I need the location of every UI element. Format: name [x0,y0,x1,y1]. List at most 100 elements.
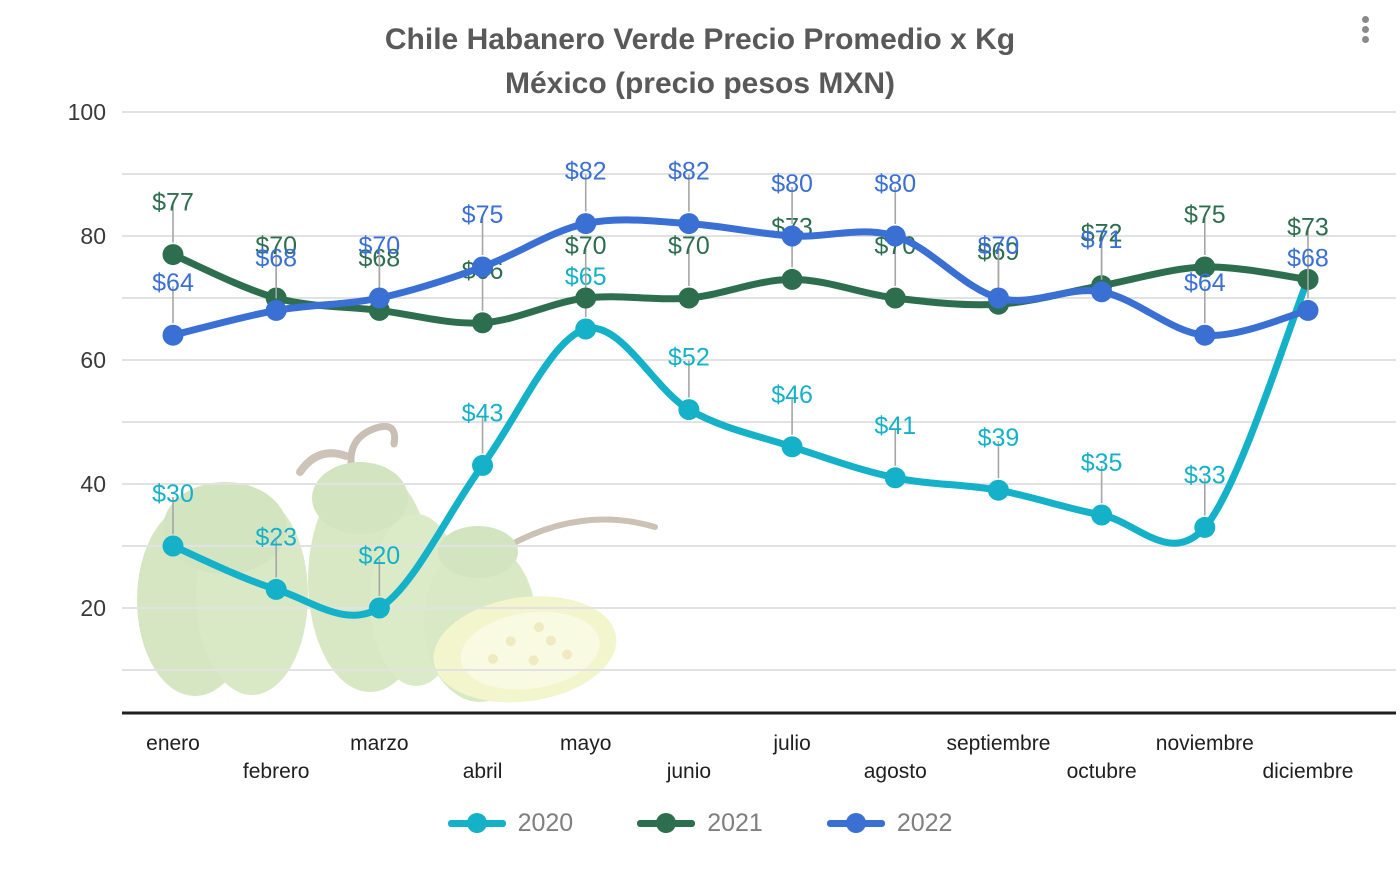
x-tick-febrero: febrero [243,760,310,783]
data-point-2020-junio[interactable] [678,399,700,421]
chart-title-line2: México (precio pesos MXN) [504,67,896,100]
legend-swatch-2021 [637,812,696,834]
data-label-2021-enero: $77 [152,189,194,217]
data-series: $30$23$20$43$65$52$46$41 $39$35 $33$77$70 $… [152,158,1329,619]
data-point-2022-noviembre[interactable] [1194,324,1216,346]
x-tick-julio: julio [772,732,810,755]
legend-label-2022: 2022 [896,808,953,837]
legend-label-2021: 2021 [707,808,763,837]
x-tick-enero: enero [146,732,200,755]
data-label-2022-abril: $75 [462,201,504,229]
data-point-2022-mayo[interactable] [575,213,597,235]
y-tick-40: 40 [80,471,106,497]
data-label-2020-julio: $46 [771,381,813,409]
data-label-2021-febrero: $70 [255,232,297,260]
data-label-2020-junio: $52 [668,344,710,372]
gridlines [122,111,1396,671]
data-point-2020-octubre[interactable] [1091,504,1113,526]
kebab-dot [1361,16,1369,23]
x-tick-junio: junio [666,760,711,783]
chart-title: Chile Habanero Verde Precio Promedio x K… [0,18,1400,106]
data-label-2022-septiembre: $70 [978,232,1020,260]
data-point-2022-marzo[interactable] [368,287,390,309]
data-point-2022-febrero[interactable] [265,299,287,321]
x-tick-noviembre: noviembre [1156,732,1254,755]
data-label-2022-noviembre: $64 [1184,269,1226,297]
data-point-2020-abril[interactable] [472,454,494,476]
data-label-2020-octubre: $35 [1081,449,1123,477]
y-tick-60: 60 [80,347,106,373]
data-point-2021-agosto[interactable] [884,287,906,309]
series-2022: $64$68 $70$75$82 $82 $80 $80$70 $71$64$68 [152,158,1329,346]
data-point-2020-mayo[interactable] [575,318,597,340]
data-point-2021-abril[interactable] [472,312,494,334]
data-label-2022-octubre: $71 [1081,226,1123,254]
data-point-2020-marzo[interactable] [368,597,390,619]
data-label-2021-diciembre: $73 [1287,213,1329,241]
kebab-menu-icon[interactable] [1352,16,1378,60]
data-point-2021-mayo[interactable] [575,287,597,309]
legend-swatch-2022 [826,812,885,834]
data-label-2020-septiembre: $39 [978,424,1020,452]
y-tick-20: 20 [80,595,106,621]
data-label-2020-febrero: $23 [255,523,297,551]
chart-legend: 2020 2021 2022 [0,800,1400,846]
legend-item-2022[interactable]: 2022 [826,808,953,838]
data-point-2021-enero[interactable] [162,244,184,266]
data-point-2022-julio[interactable] [781,225,803,247]
data-point-2020-julio[interactable] [781,436,803,458]
kebab-dot [1361,26,1369,33]
y-tick-100: 100 [68,99,106,125]
data-label-2020-noviembre: $33 [1184,461,1226,489]
data-point-2021-julio[interactable] [781,268,803,290]
data-point-2020-enero[interactable] [162,535,184,557]
series-line-2021[interactable] [169,251,1312,327]
data-label-2022-mayo: $82 [565,158,607,186]
data-label-2021-noviembre: $75 [1184,201,1226,229]
x-tick-diciembre: diciembre [1262,760,1353,783]
data-label-2020-enero: $30 [152,480,194,508]
x-tick-septiembre: septiembre [946,732,1050,755]
x-axis-month-labels: enero febrero marzo abril mayo junio julio agos… [146,732,1353,783]
data-label-2022-agosto: $80 [874,170,916,198]
data-point-2020-septiembre[interactable] [987,479,1009,501]
y-axis-tick-labels: 20 40 60 80 100 [68,99,106,621]
data-point-2022-enero[interactable] [162,324,184,346]
y-tick-80: 80 [80,223,106,249]
data-point-2020-febrero[interactable] [265,578,287,600]
kebab-dot [1361,36,1369,43]
data-point-2020-agosto[interactable] [884,467,906,489]
data-label-2021-junio: $70 [668,232,710,260]
legend-item-2021[interactable]: 2021 [637,809,763,838]
data-label-2022-febrero: $68 [255,244,297,272]
data-point-2020-noviembre[interactable] [1194,516,1216,538]
x-tick-marzo: marzo [350,732,408,755]
series-2020: $30$23$20$43$65$52$46$41 $39$35 $33 [152,263,1319,619]
legend-item-2020[interactable]: 2020 [447,808,574,838]
data-label-2020-abril: $43 [462,399,504,427]
legend-marker [466,813,487,833]
data-label-2020-marzo: $20 [359,542,401,570]
chart-title-line1: Chile Habanero Verde Precio Promedio x K… [384,23,1016,56]
data-point-2022-septiembre[interactable] [987,287,1009,309]
data-point-2022-abril[interactable] [472,256,494,278]
legend-swatch-2020 [447,812,506,834]
data-point-2021-junio[interactable] [678,287,700,309]
data-label-2020-agosto: $41 [874,412,916,440]
data-label-2022-enero: $64 [152,269,194,297]
legend-marker [845,813,866,833]
data-point-2022-octubre[interactable] [1091,281,1113,303]
data-label-2022-julio: $80 [771,170,813,198]
data-point-2022-diciembre[interactable] [1297,299,1319,321]
data-label-2021-mayo: $70 [565,232,607,260]
legend-label-2020: 2020 [517,808,574,837]
x-tick-agosto: agosto [864,760,927,783]
data-point-2022-junio[interactable] [678,213,700,235]
data-point-2021-noviembre[interactable] [1194,256,1216,278]
x-tick-octubre: octubre [1067,760,1137,783]
data-point-2022-agosto[interactable] [884,225,906,247]
data-label-2022-marzo: $70 [359,232,401,260]
x-tick-abril: abril [463,760,503,783]
